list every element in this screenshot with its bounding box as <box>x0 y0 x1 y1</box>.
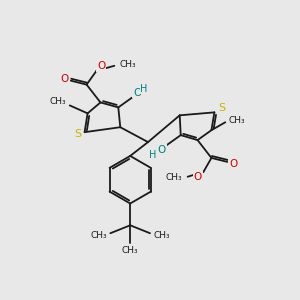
Text: O: O <box>158 145 166 155</box>
Text: O: O <box>229 159 237 169</box>
Text: O: O <box>61 74 69 84</box>
Text: CH₃: CH₃ <box>90 231 107 240</box>
Text: H: H <box>140 84 148 94</box>
Text: O: O <box>194 172 202 182</box>
Text: O: O <box>133 88 141 98</box>
Text: CH₃: CH₃ <box>229 116 245 125</box>
Text: CH₃: CH₃ <box>166 173 182 182</box>
Text: CH₃: CH₃ <box>120 60 136 69</box>
Text: CH₃: CH₃ <box>122 246 139 255</box>
Text: S: S <box>218 103 225 113</box>
Text: O: O <box>97 61 106 71</box>
Text: CH₃: CH₃ <box>154 231 170 240</box>
Text: CH₃: CH₃ <box>50 97 66 106</box>
Text: H: H <box>149 150 157 160</box>
Text: S: S <box>74 129 81 139</box>
